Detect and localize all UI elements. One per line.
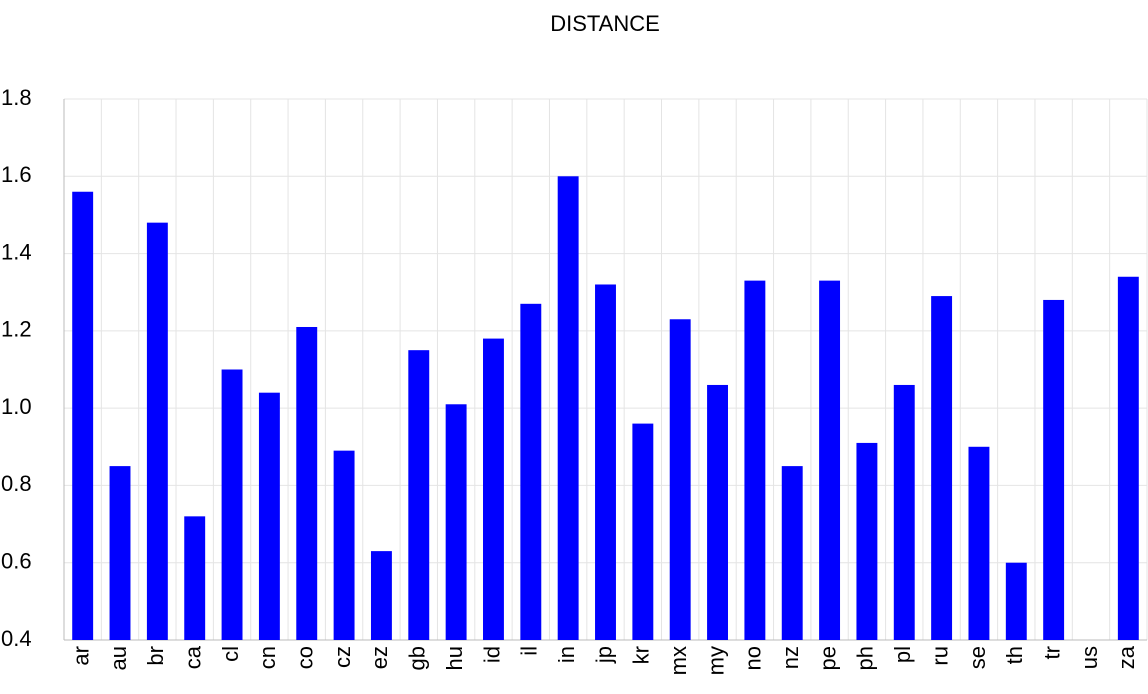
x-tick-label: jp bbox=[591, 646, 616, 664]
x-tick-label: au bbox=[106, 646, 131, 670]
bar bbox=[595, 284, 616, 640]
bar bbox=[781, 466, 803, 640]
x-tick-label: hu bbox=[442, 646, 467, 670]
x-tick-label: no bbox=[741, 646, 766, 670]
bar bbox=[184, 516, 206, 640]
x-tick-label: in bbox=[554, 646, 579, 663]
y-tick-label: 0.4 bbox=[1, 626, 32, 651]
x-tick-label: ez bbox=[367, 646, 392, 669]
x-tick-label: cl bbox=[218, 646, 243, 662]
bar bbox=[370, 551, 392, 640]
bar bbox=[333, 450, 355, 640]
bar bbox=[296, 326, 318, 640]
x-tick-label: id bbox=[479, 646, 504, 663]
x-tick-label: tr bbox=[1039, 646, 1064, 659]
bar bbox=[669, 319, 691, 640]
bar bbox=[483, 338, 504, 640]
x-tick-label: mx bbox=[666, 646, 691, 675]
x-tick-label: za bbox=[1114, 645, 1139, 669]
x-tick-label: ar bbox=[68, 646, 93, 666]
bar bbox=[258, 392, 280, 640]
x-tick-label: my bbox=[703, 646, 728, 675]
x-tick-label: pl bbox=[890, 646, 915, 663]
x-tick-label: us bbox=[1077, 646, 1102, 669]
y-tick-label: 0.6 bbox=[1, 549, 32, 574]
bar bbox=[893, 384, 915, 640]
y-tick-label: 1.0 bbox=[1, 394, 32, 419]
x-tick-label: gb bbox=[405, 646, 430, 670]
x-tick-label: ph bbox=[853, 646, 878, 670]
bar bbox=[707, 384, 728, 640]
x-tick-label: pe bbox=[815, 646, 840, 670]
x-tick-label: cn bbox=[255, 646, 280, 669]
bar bbox=[445, 404, 467, 640]
x-tick-label: kr bbox=[629, 646, 654, 664]
x-tick-label: co bbox=[293, 646, 318, 669]
y-tick-label: 1.6 bbox=[1, 162, 32, 187]
bar bbox=[221, 369, 243, 640]
x-tick-label: il bbox=[517, 646, 542, 656]
x-tick-label: nz bbox=[778, 646, 803, 669]
y-tick-label: 1.8 bbox=[1, 85, 32, 110]
x-tick-label: ca bbox=[181, 645, 206, 669]
bar bbox=[968, 446, 990, 640]
bar bbox=[632, 423, 654, 640]
x-tick-label: th bbox=[1002, 646, 1027, 664]
bar bbox=[520, 303, 542, 640]
bar bbox=[931, 296, 953, 640]
bar bbox=[856, 442, 878, 640]
bar bbox=[1043, 299, 1065, 640]
bar bbox=[109, 466, 131, 640]
y-tick-label: 1.4 bbox=[1, 239, 32, 264]
bar bbox=[1117, 276, 1139, 640]
bar bbox=[1005, 562, 1027, 640]
bar bbox=[819, 280, 841, 640]
bar bbox=[744, 280, 766, 640]
x-tick-label: br bbox=[143, 646, 168, 666]
chart-title: DISTANCE bbox=[550, 11, 660, 36]
y-tick-label: 1.2 bbox=[1, 317, 32, 342]
bar bbox=[72, 191, 94, 640]
bar bbox=[408, 350, 430, 640]
bar bbox=[146, 222, 168, 640]
bar bbox=[557, 176, 579, 641]
y-tick-label: 0.8 bbox=[1, 471, 32, 496]
x-tick-label: cz bbox=[330, 646, 355, 668]
x-tick-label: ru bbox=[927, 646, 952, 666]
x-tick-label: se bbox=[965, 646, 990, 669]
